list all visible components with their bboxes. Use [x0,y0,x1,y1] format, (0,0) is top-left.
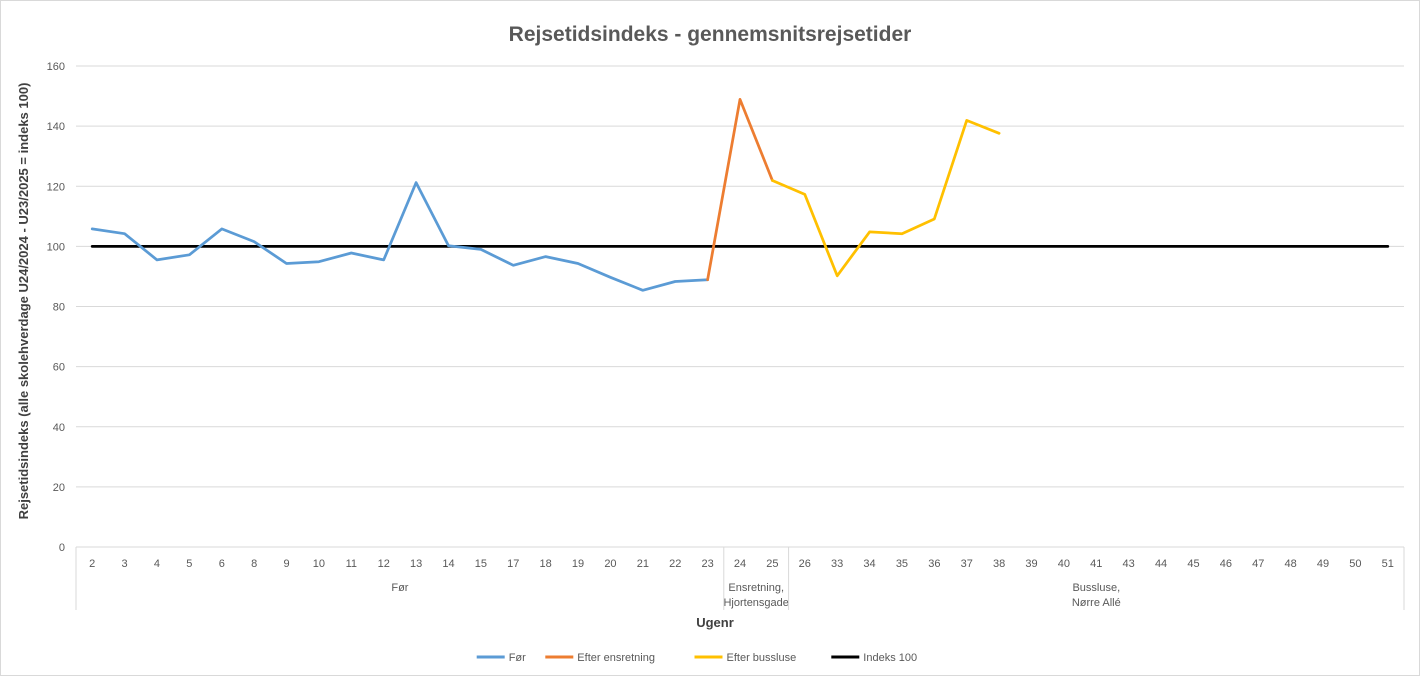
x-tick-label: 4 [154,558,160,570]
y-tick-label: 0 [59,542,65,554]
x-tick-label: 36 [928,558,940,570]
group-label: Hjortensgade [723,597,788,609]
x-tick-label: 51 [1382,558,1394,570]
legend-entry: Indeks 100 [863,652,917,664]
x-tick-label: 18 [540,558,552,570]
x-tick-label: 9 [283,558,289,570]
x-tick-label: 44 [1155,558,1167,570]
x-tick-label: 3 [122,558,128,570]
x-tick-label: 23 [701,558,713,570]
x-tick-label: 41 [1090,558,1102,570]
x-tick-label: 40 [1058,558,1070,570]
legend-entry: Efter ensretning [577,652,655,664]
x-tick-label: 2 [89,558,95,570]
x-tick-label: 35 [896,558,908,570]
x-tick-label: 49 [1317,558,1329,570]
legend-entry: Efter bussluse [727,652,797,664]
y-tick-label: 60 [53,362,65,374]
x-tick-label: 21 [637,558,649,570]
x-tick-label: 22 [669,558,681,570]
group-label: Før [391,582,408,594]
series-line [90,181,709,292]
x-tick-label: 19 [572,558,584,570]
x-tick-label: 37 [961,558,973,570]
y-tick-label: 140 [47,121,65,133]
group-label: Nørre Allé [1072,597,1121,609]
x-tick-label: 26 [799,558,811,570]
y-axis-ticks: 0 20 40 60 80 100 120 140 160 [47,61,65,554]
series-line [771,119,1001,278]
x-tick-label: 20 [604,558,616,570]
x-tick-label: 6 [219,558,225,570]
x-tick-label: 24 [734,558,746,570]
x-tick-label: 17 [507,558,519,570]
x-axis-title: Ugenr [696,615,734,630]
x-tick-label: 14 [442,558,454,570]
x-tick-label: 34 [863,558,875,570]
y-tick-label: 40 [53,422,65,434]
series-lines [90,98,1390,292]
x-tick-label: 12 [378,558,390,570]
x-tick-label: 10 [313,558,325,570]
x-tick-label: 47 [1252,558,1264,570]
legend-entry: Før [509,652,526,664]
x-tick-label: 50 [1349,558,1361,570]
x-tick-label: 5 [186,558,192,570]
x-tick-label: 11 [346,558,357,570]
x-tick-label: 43 [1123,558,1135,570]
group-label: Bussluse, [1072,582,1120,594]
x-axis: 2 3 4 5 6 8 9 10 11 12 13 14 15 17 18 19 20 21 22 23 24 25 26 3… [75,546,1405,610]
y-axis-title: Rejsetidsindeks (alle skolehverdage U24/… [16,83,31,520]
x-tick-label: 25 [766,558,778,570]
chart-title: Rejsetidsindeks - gennemsnitsrejsetider [509,23,912,46]
y-tick-label: 100 [47,241,65,253]
x-tick-label: 15 [475,558,487,570]
x-tick-label: 33 [831,558,843,570]
x-tick-label: 39 [1025,558,1037,570]
x-tick-label: 46 [1220,558,1232,570]
x-tick-label: 38 [993,558,1005,570]
group-label: Ensretning, [728,582,784,594]
legend: Før Efter ensretning Efter bussluse Indeks … [476,652,917,664]
x-tick-label: 45 [1187,558,1199,570]
y-tick-label: 120 [47,181,65,193]
y-tick-label: 80 [53,302,65,314]
x-tick-label: 48 [1285,558,1297,570]
y-tick-label: 160 [47,61,65,73]
x-tick-label: 13 [410,558,422,570]
x-tick-label: 8 [251,558,257,570]
y-tick-label: 20 [53,482,65,494]
series-line [706,98,774,282]
